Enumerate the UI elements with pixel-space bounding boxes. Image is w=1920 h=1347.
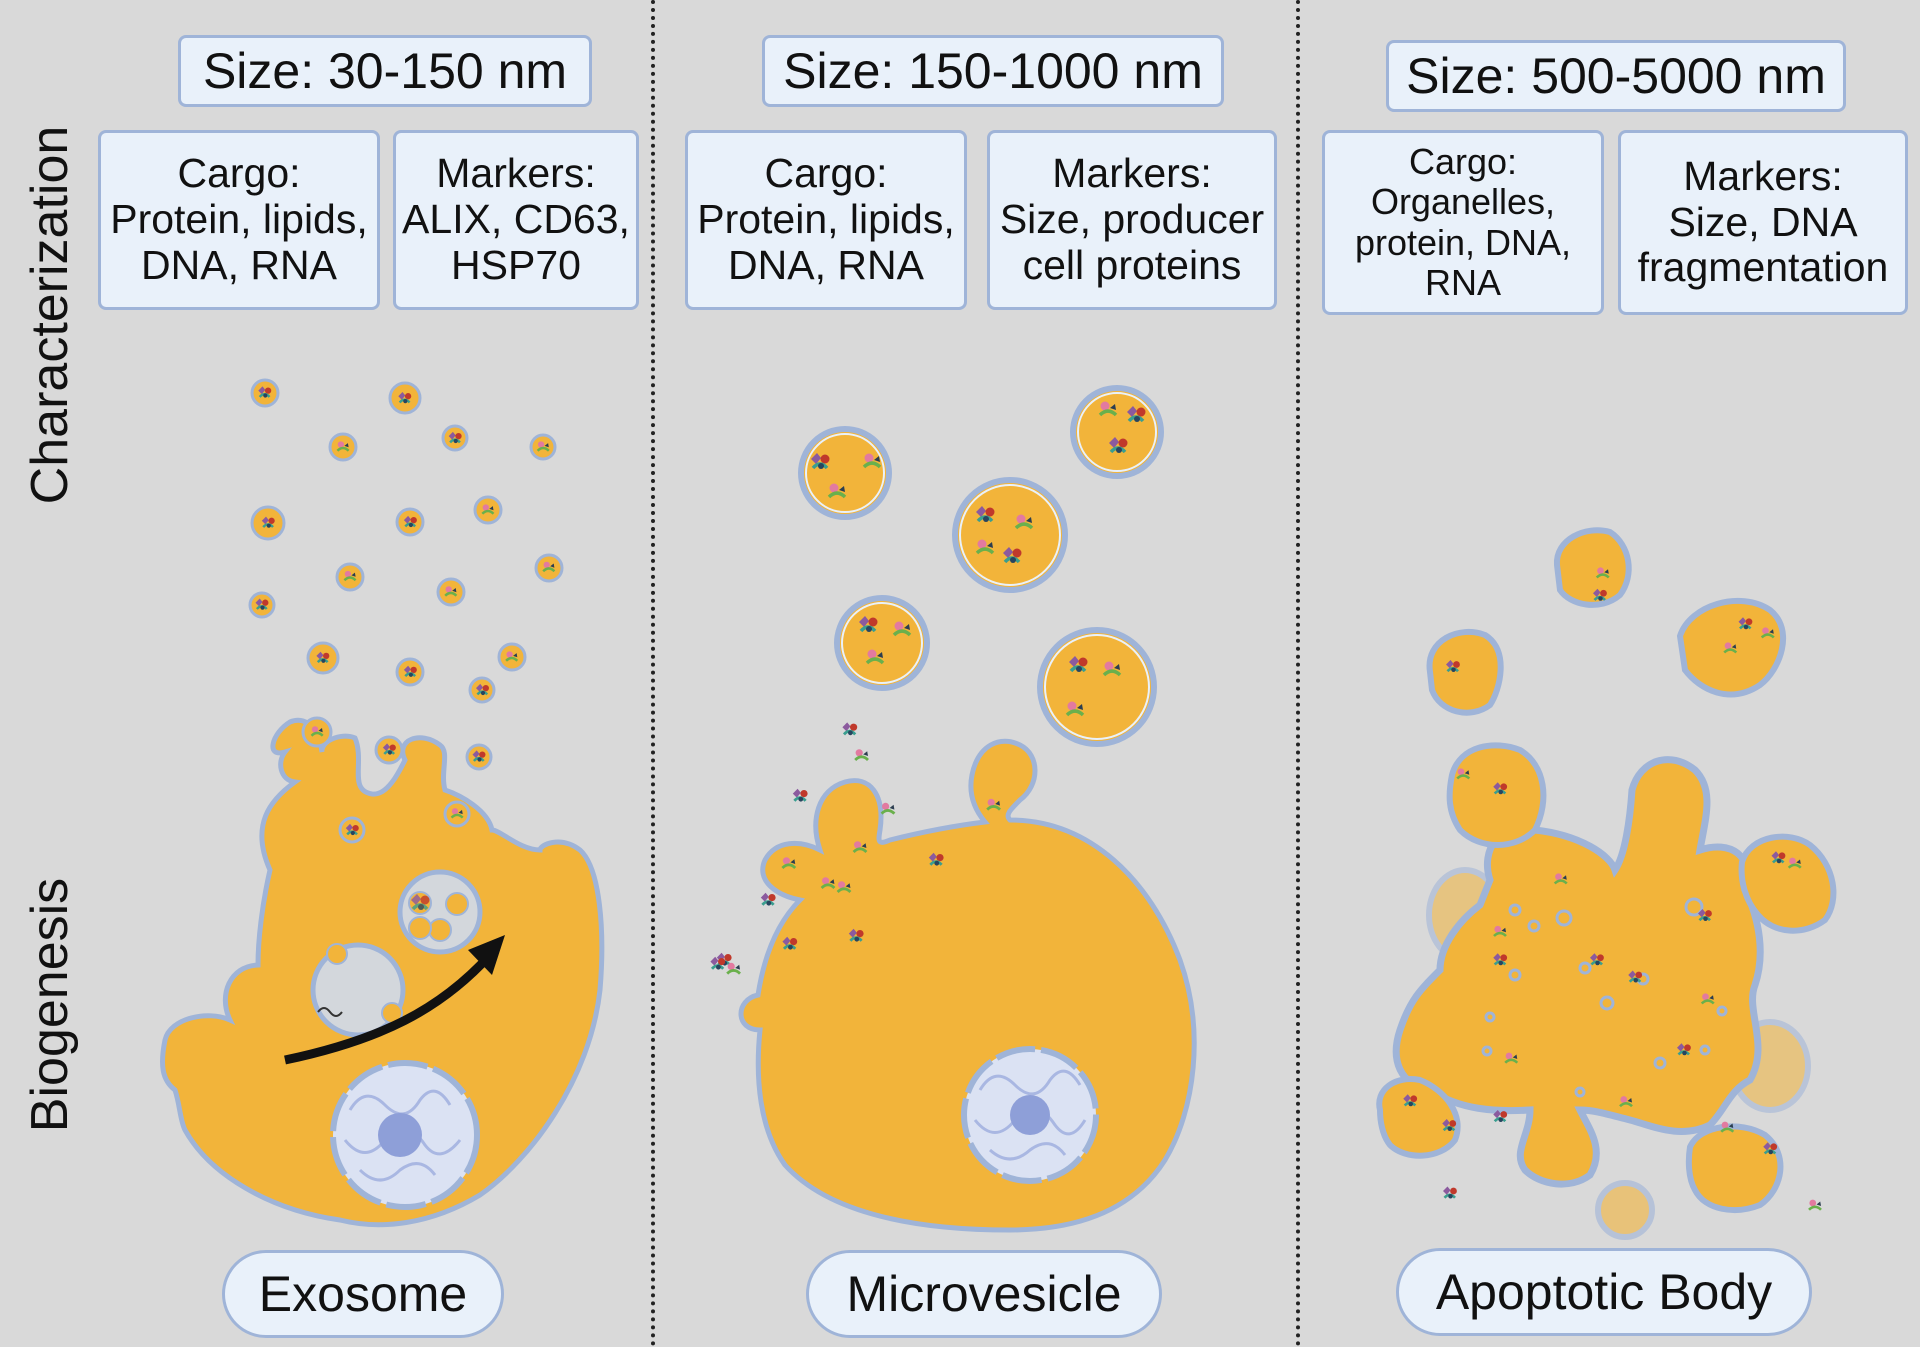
exosome-size-box: Size: 30-150 nm xyxy=(178,35,592,107)
apoptotic-name: Apoptotic Body xyxy=(1435,1264,1773,1320)
microvesicle-markers-line-1: Size, producer xyxy=(999,196,1265,243)
exosome-cargo-line-1: Protein, lipids, xyxy=(110,196,368,243)
exosome-cargo-title: Cargo: xyxy=(177,150,301,197)
microvesicle-cargo-line-2: DNA, RNA xyxy=(728,241,924,288)
apoptotic-cargo-line-1: Organelles, xyxy=(1370,181,1556,223)
microvesicle-cell xyxy=(709,721,1197,1233)
apoptotic-cargo-box: Cargo: Organelles, protein, DNA, RNA xyxy=(1322,130,1604,315)
microvesicle-cargo-title: Cargo: xyxy=(764,150,888,197)
divider-right xyxy=(1296,0,1300,1347)
microvesicle-markers-line-2: cell proteins xyxy=(1022,241,1242,288)
apoptotic-cargo-title: Cargo: xyxy=(1408,140,1518,182)
exosome-cargo-line-2: DNA, RNA xyxy=(141,241,337,288)
apoptotic-body-particles xyxy=(1376,527,1837,1240)
exosome-name: Exosome xyxy=(258,1266,468,1322)
apoptotic-markers-line-1: Size, DNA xyxy=(1668,198,1858,245)
exosome-size-text: Size: 30-150 nm xyxy=(202,43,568,99)
microvesicle-size-text: Size: 150-1000 nm xyxy=(783,43,1203,99)
exosome-markers-line-2: HSP70 xyxy=(451,241,581,288)
microvesicle-size-box: Size: 150-1000 nm xyxy=(762,35,1224,107)
microvesicle-name: Microvesicle xyxy=(846,1266,1122,1322)
exosome-cell xyxy=(160,717,605,1228)
exosome-markers-box: Markers: ALIX, CD63, HSP70 xyxy=(393,130,639,310)
apoptotic-size-text: Size: 500-5000 nm xyxy=(1406,48,1826,104)
microvesicle-particles xyxy=(798,385,1164,747)
apoptotic-markers-box: Markers: Size, DNA fragmentation xyxy=(1618,130,1908,315)
microvesicle-cargo-box: Cargo: Protein, lipids, DNA, RNA xyxy=(685,130,967,310)
exosome-name-pill: Exosome xyxy=(222,1250,504,1338)
microvesicle-markers-box: Markers: Size, producer cell proteins xyxy=(987,130,1277,310)
apoptotic-cargo-line-3: RNA xyxy=(1424,261,1501,303)
apoptotic-markers-line-2: fragmentation xyxy=(1637,244,1889,291)
apoptotic-name-pill: Apoptotic Body xyxy=(1396,1248,1812,1336)
microvesicle-markers-title: Markers: xyxy=(1052,150,1212,197)
exosome-markers-title: Markers: xyxy=(436,150,596,197)
apoptotic-markers-title: Markers: xyxy=(1683,152,1843,199)
exosome-cargo-box: Cargo: Protein, lipids, DNA, RNA xyxy=(98,130,380,310)
exosome-markers-line-1: ALIX, CD63, xyxy=(402,196,630,243)
divider-left xyxy=(651,0,655,1347)
apoptotic-size-box: Size: 500-5000 nm xyxy=(1386,40,1846,112)
microvesicle-cargo-line-1: Protein, lipids, xyxy=(697,196,955,243)
apoptotic-cargo-line-2: protein, DNA, xyxy=(1354,221,1572,263)
microvesicle-name-pill: Microvesicle xyxy=(806,1250,1162,1338)
exosome-particles xyxy=(248,378,564,844)
